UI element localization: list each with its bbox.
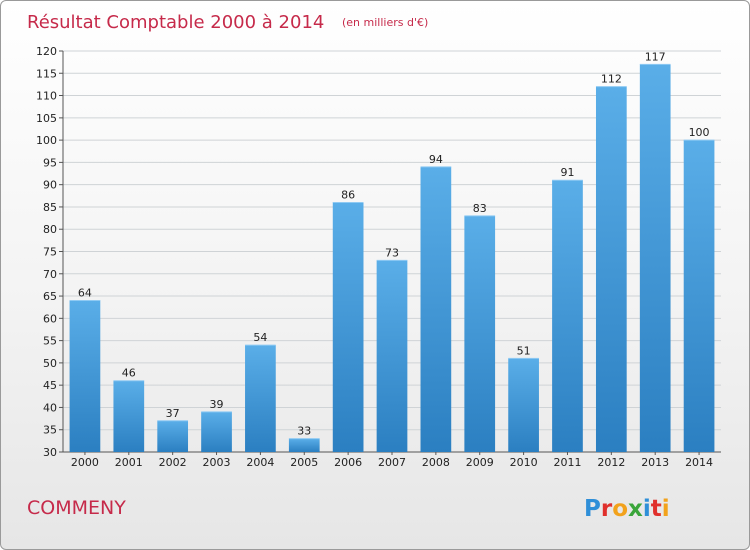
y-tick-label: 85 [43,201,57,214]
bar [508,358,539,452]
data-label: 39 [210,398,224,411]
data-label: 51 [517,344,531,357]
data-label: 100 [689,126,710,139]
x-tick-label: 2002 [159,456,187,469]
data-label: 112 [601,73,622,86]
bar [683,140,715,452]
logo-letter: P [584,496,601,522]
x-tick-label: 2001 [115,456,143,469]
x-tick-label: 2000 [71,456,99,469]
chart-subtitle: (en milliers d'€) [342,16,428,29]
bar [376,260,408,452]
data-label: 94 [429,153,443,166]
proxiti-logo: Proxiti [584,496,670,522]
y-tick-label: 35 [43,424,57,437]
bar [288,438,320,452]
y-tick-label: 95 [43,156,57,169]
commune-name: COMMENY [27,497,126,519]
data-label: 37 [166,407,180,420]
data-label: 73 [385,246,399,259]
logo-letter: t [651,496,662,522]
bar [639,64,671,452]
logo-letter: i [643,496,651,522]
data-label: 83 [473,202,487,215]
y-tick-label: 45 [43,379,57,392]
y-tick-label: 60 [43,312,57,325]
y-tick-label: 110 [36,90,57,103]
y-tick-label: 80 [43,223,57,236]
y-tick-label: 115 [36,67,57,80]
bar [595,86,627,453]
bars: 64 46 37 39 54 33 86 73 94 83 51 91 112 117 100 [69,50,715,453]
x-tick-label: 2003 [203,456,231,469]
data-label: 117 [645,50,666,63]
bar [69,300,101,452]
x-tick-label: 2011 [553,456,581,469]
bar [552,180,583,452]
x-tick-label: 2007 [378,456,406,469]
data-label: 86 [341,188,355,201]
x-tick-label: 2013 [641,456,669,469]
logo-letter: r [601,496,613,522]
logo-letter: x [628,496,643,522]
bar [420,166,452,452]
y-tick-label: 55 [43,335,57,348]
bar [201,411,232,452]
x-tick-label: 2012 [597,456,625,469]
data-label: 91 [560,166,574,179]
bar [157,420,189,452]
y-tick-label: 70 [43,268,57,281]
logo-letter: o [612,496,628,522]
bar [464,215,496,452]
x-tick-label: 2014 [685,456,713,469]
x-tick-label: 2004 [246,456,274,469]
bar [332,202,364,452]
bar [245,345,276,452]
y-tick-label: 90 [43,179,57,192]
y-tick-label: 65 [43,290,57,303]
x-tick-label: 2006 [334,456,362,469]
data-label: 46 [122,367,136,380]
data-label: 64 [78,287,92,300]
x-tick-label: 2008 [422,456,450,469]
data-label: 33 [297,425,311,438]
logo-letter: i [662,496,670,522]
y-tick-label: 100 [36,134,57,147]
x-tick-label: 2009 [466,456,494,469]
y-tick-label: 105 [36,112,57,125]
chart-title: Résultat Comptable 2000 à 2014 [27,12,324,33]
bar [113,380,145,452]
y-tick-label: 50 [43,357,57,370]
x-tick-label: 2010 [510,456,538,469]
y-tick-label: 75 [43,246,57,259]
y-tick-label: 120 [36,45,57,58]
x-tick-label: 2005 [290,456,318,469]
data-label: 54 [253,331,267,344]
y-tick-label: 40 [43,401,57,414]
y-tick-label: 30 [43,446,57,459]
